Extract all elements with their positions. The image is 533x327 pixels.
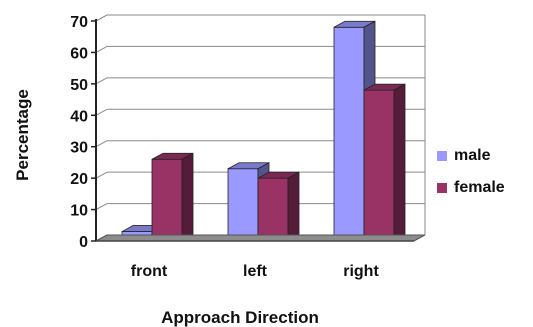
bar-front [257,177,289,242]
bar-side [181,152,194,242]
bar-front [333,26,365,242]
bars-group [121,20,406,242]
bar-front [151,158,183,242]
y-tick-label: 0 [79,234,88,251]
bar-side [287,171,300,242]
axes [91,19,426,242]
y-tick-labels: 0 10 20 30 40 50 60 70 [70,14,88,251]
legend: male female [437,146,505,210]
y-tick-label: 10 [70,203,88,220]
gridline-side [95,45,108,53]
y-tick-label: 30 [70,140,88,157]
y-tick-label: 50 [70,77,88,94]
bar-female-left [257,171,300,242]
legend-item-male: male [437,146,505,166]
gridline-side [95,14,108,22]
gridline-side [95,203,108,211]
legend-item-female: female [437,178,505,198]
legend-swatch-female [437,183,447,193]
y-tick-label: 60 [70,45,88,62]
y-axis-title: Percentage [13,89,32,181]
bar-front [363,89,395,242]
x-axis-title: Approach Direction [161,308,319,327]
gridline-side [95,77,108,85]
legend-label-male: male [454,147,491,164]
gridline-side [95,108,108,116]
y-tick-label: 40 [70,108,88,125]
y-tick-label: 70 [70,14,88,31]
x-tick-labels: front left right [131,263,380,280]
legend-swatch-male [437,151,447,161]
gridline-side [95,140,108,148]
bar-female-front [151,152,194,242]
gridline-side [95,171,108,179]
x-tick-label-front: front [131,263,168,280]
bar-side [393,83,406,242]
bar-front [227,168,259,242]
y-tick-label: 20 [70,171,88,188]
legend-label-female: female [454,179,505,196]
x-tick-label-left: left [243,263,268,280]
chart-floor [95,234,426,242]
bar-female-right [363,83,406,242]
x-tick-label-right: right [343,263,379,280]
